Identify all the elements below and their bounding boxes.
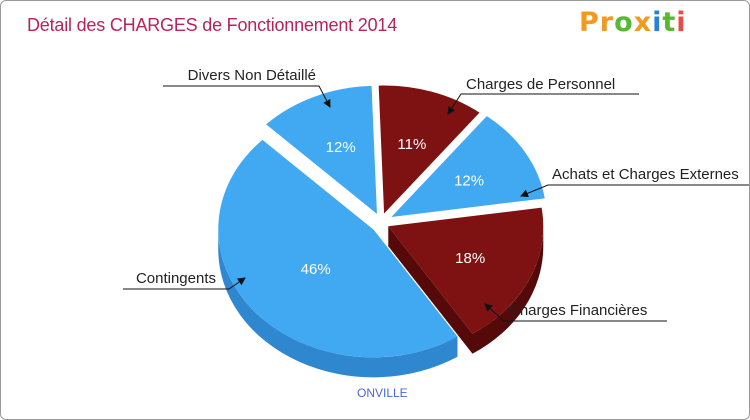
pie-slice-achats-et-charges-externes [391, 116, 545, 217]
brand-letter: i [652, 7, 663, 38]
slice-percent-label: 12% [454, 173, 484, 190]
brand-letter: t [662, 7, 677, 38]
pie-slice-side [472, 226, 544, 354]
callout-arrow [123, 277, 246, 290]
slice-percent-label: 46% [301, 261, 331, 278]
pie-slice-charges-financi-res [388, 207, 544, 334]
chart-title: Détail des CHARGES de Fonctionnement 201… [27, 15, 398, 35]
callout-arrow [163, 85, 331, 108]
slice-category-label: Achats et Charges Externes [552, 166, 739, 183]
callout-arrow [520, 184, 749, 198]
pie-slice-wall [388, 226, 473, 354]
brand-letter: o [614, 7, 634, 38]
slice-percent-label: 18% [455, 250, 485, 267]
brand-letter: i [676, 7, 687, 38]
slice-category-label: Contingents [136, 270, 216, 287]
pie-slice-side [218, 229, 458, 378]
brand-logo: Proxiti [579, 7, 687, 38]
brand-letter: P [579, 7, 600, 38]
slice-category-label: Charges de Personnel [466, 76, 615, 93]
slice-percent-label: 11% [397, 136, 426, 153]
city-label: ONVILLE [357, 386, 408, 400]
pie-slice-contingents [218, 139, 458, 358]
callout-arrow [447, 93, 639, 115]
callout-arrow [484, 303, 667, 322]
brand-letter: x [633, 7, 653, 38]
brand-letter: r [599, 7, 615, 38]
pie-slice-divers-non-d-taill- [266, 85, 377, 214]
slice-percent-label: 12% [326, 139, 356, 156]
slice-category-label: Charges Financières [509, 302, 647, 319]
slice-category-label: Divers Non Détaillé [188, 67, 316, 84]
pie-slice-charges-de-personnel [378, 85, 480, 214]
